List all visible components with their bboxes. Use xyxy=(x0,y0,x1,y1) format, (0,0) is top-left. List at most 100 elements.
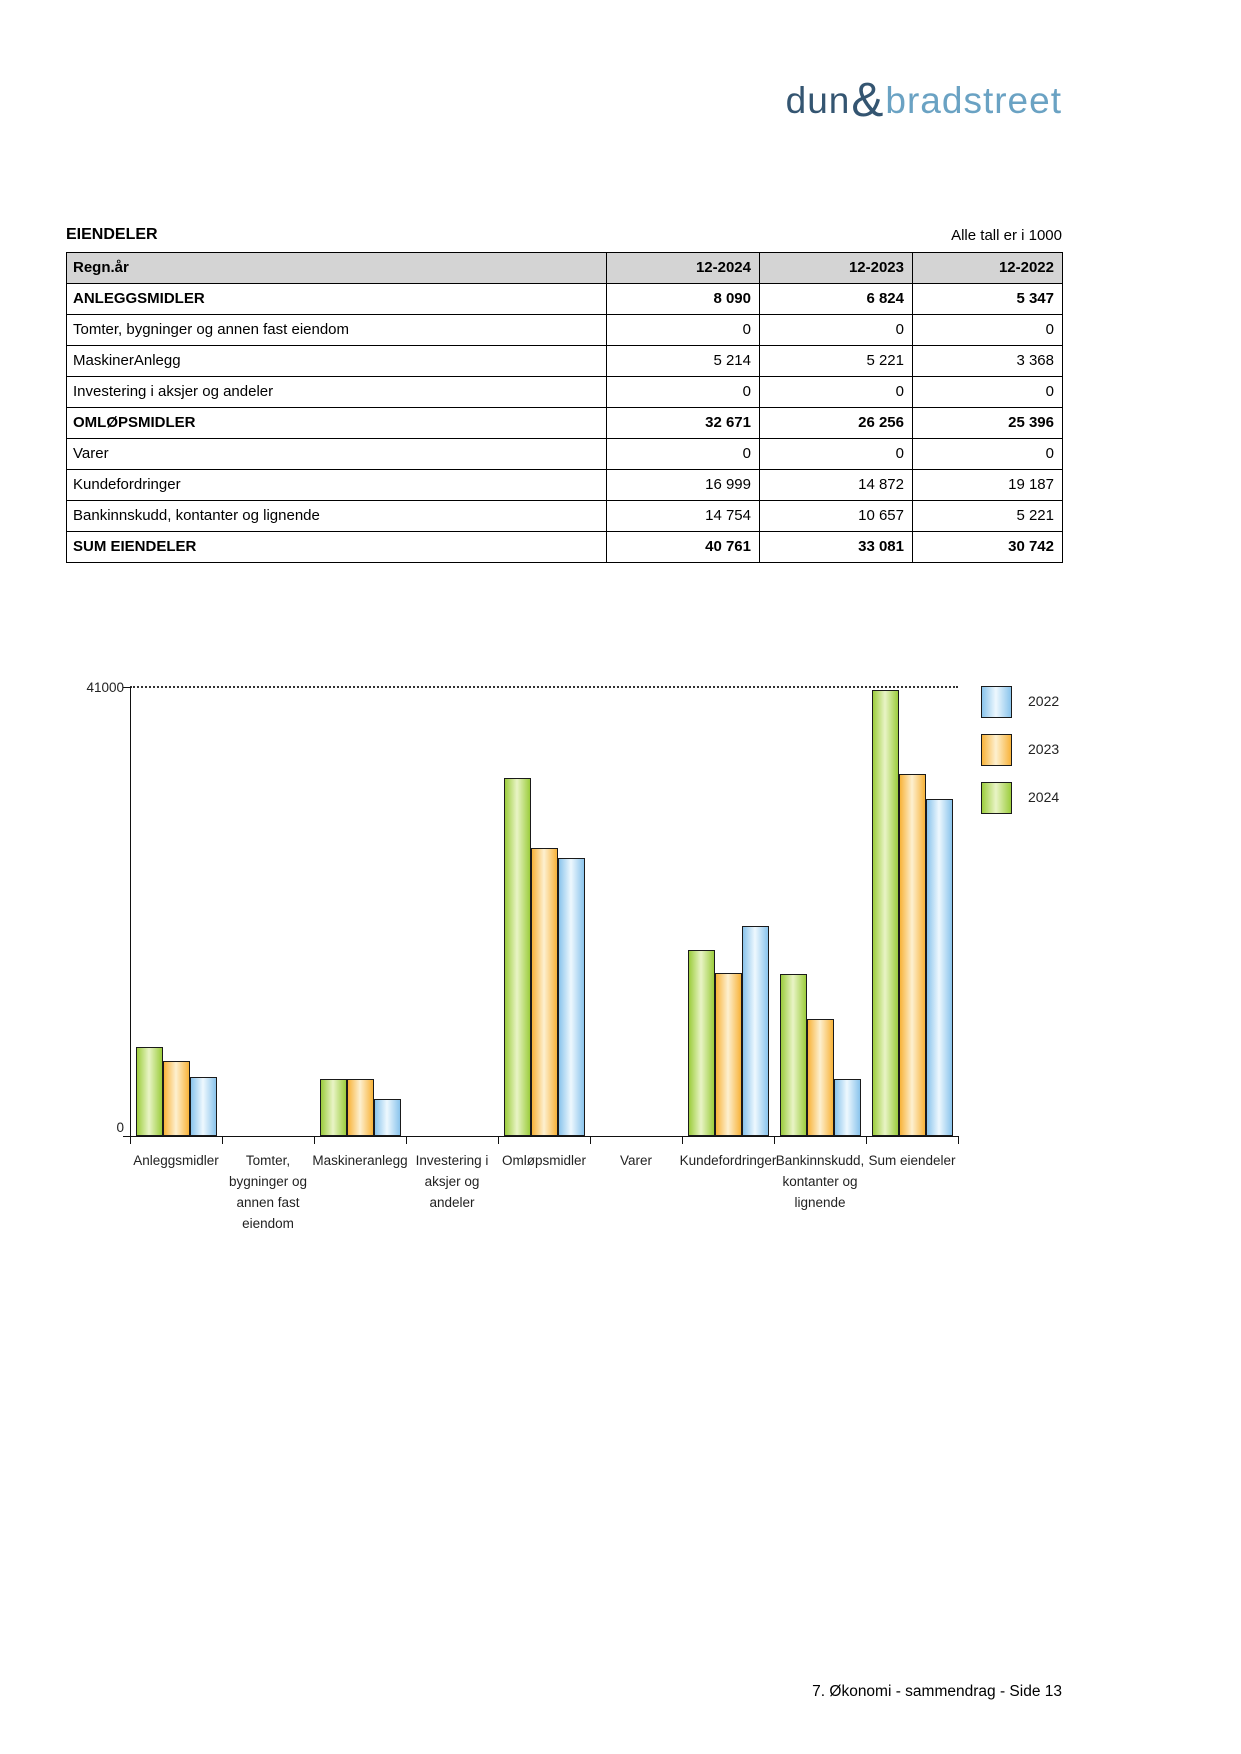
y-axis-line xyxy=(130,687,131,1136)
max-gridline xyxy=(130,686,958,688)
assets-table: Regn.år 12-2024 12-2023 12-2022 ANLEGGSM… xyxy=(66,252,1063,563)
units-note: Alle tall er i 1000 xyxy=(951,227,1062,244)
row-label: MaskinerAnlegg xyxy=(66,345,607,377)
row-value: 0 xyxy=(759,314,913,346)
row-value: 10 657 xyxy=(759,500,913,532)
row-value: 3 368 xyxy=(912,345,1063,377)
category-label-line: eiendom xyxy=(242,1216,294,1231)
bar-2024-2 xyxy=(319,1079,347,1136)
category-label-line: Investering i xyxy=(415,1153,489,1168)
bar-2024-7 xyxy=(779,974,807,1136)
table-row: Varer 0 0 0 xyxy=(66,438,1063,470)
x-axis-tick xyxy=(498,1136,499,1144)
bar-2022-2 xyxy=(373,1099,401,1136)
bar-2022-6 xyxy=(741,926,769,1136)
y-axis-max-label: 41000 xyxy=(86,680,124,695)
bar-2023-7 xyxy=(806,1019,834,1136)
table-row: Investering i aksjer og andeler 0 0 0 xyxy=(66,376,1063,408)
row-value: 8 090 xyxy=(606,283,760,315)
category-label: Bankinnskudd, kontanter og lignende xyxy=(776,1150,865,1213)
x-axis-tick xyxy=(406,1136,407,1144)
row-value: 6 824 xyxy=(759,283,913,315)
x-axis-tick xyxy=(314,1136,315,1144)
bar-2023-2 xyxy=(346,1079,374,1136)
legend-label-2023: 2023 xyxy=(1028,741,1060,757)
category-label-line: lignende xyxy=(794,1195,846,1210)
bar-2023-0 xyxy=(162,1061,190,1136)
category-label-line: bygninger og xyxy=(228,1174,308,1189)
bar-2024-0 xyxy=(135,1047,163,1136)
bar-2023-4 xyxy=(530,848,558,1136)
category-label: Sum eiendeler xyxy=(868,1150,955,1171)
category-label-line: Maskineranlegg xyxy=(312,1153,408,1168)
x-axis-tick xyxy=(958,1136,959,1144)
category-label-line: Omløpsmidler xyxy=(501,1153,587,1168)
category-label-line: Bankinnskudd, xyxy=(775,1153,865,1168)
col-header-12-2022: 12-2022 xyxy=(912,252,1063,284)
logo-text-dun: dun xyxy=(785,80,851,121)
x-axis-tick xyxy=(222,1136,223,1144)
row-value: 5 214 xyxy=(606,345,760,377)
row-label: ANLEGGSMIDLER xyxy=(66,283,607,315)
row-value: 0 xyxy=(606,438,760,470)
bar-2023-8 xyxy=(898,774,926,1136)
row-label: Investering i aksjer og andeler xyxy=(66,376,607,408)
bar-2022-0 xyxy=(189,1077,217,1136)
y-axis-zero-label: 0 xyxy=(116,1120,124,1135)
table-row: OMLØPSMIDLER 32 671 26 256 25 396 xyxy=(66,407,1063,439)
category-label: Varer xyxy=(620,1150,652,1171)
row-value: 0 xyxy=(912,438,1063,470)
table-row: Tomter, bygninger og annen fast eiendom 0… xyxy=(66,314,1063,346)
bar-2022-7 xyxy=(833,1079,861,1136)
logo-text-bradstreet: bradstreet xyxy=(885,80,1062,121)
table-row: MaskinerAnlegg 5 214 5 221 3 368 xyxy=(66,345,1063,377)
legend-swatch-2023 xyxy=(981,734,1012,766)
x-axis-tick xyxy=(590,1136,591,1144)
row-value: 0 xyxy=(759,376,913,408)
bar-2022-8 xyxy=(925,799,953,1136)
bar-2022-4 xyxy=(557,858,585,1136)
row-label: SUM EIENDELER xyxy=(66,531,607,563)
y-axis-zero-tick xyxy=(123,1136,130,1137)
table-row: Kundefordringer 16 999 14 872 19 187 xyxy=(66,469,1063,501)
row-label: Bankinnskudd, kontanter og lignende xyxy=(66,500,607,532)
col-header-regnaar: Regn.år xyxy=(66,252,607,284)
row-label: Kundefordringer xyxy=(66,469,607,501)
page-title: EIENDELER xyxy=(66,226,158,243)
category-label-line: Anleggsmidler xyxy=(133,1153,219,1168)
bar-2023-6 xyxy=(714,973,742,1136)
row-value: 25 396 xyxy=(912,407,1063,439)
x-axis-tick xyxy=(130,1136,131,1144)
bar-2024-4 xyxy=(503,778,531,1136)
assets-table-body: ANLEGGSMIDLER 8 090 6 824 5 347 Tomter, bygn… xyxy=(66,283,1063,563)
row-label: Varer xyxy=(66,438,607,470)
col-header-12-2023: 12-2023 xyxy=(759,252,913,284)
row-value: 33 081 xyxy=(759,531,913,563)
bar-2024-8 xyxy=(871,690,899,1136)
category-label: Omløpsmidler xyxy=(502,1150,586,1171)
row-value: 5 221 xyxy=(759,345,913,377)
row-value: 0 xyxy=(759,438,913,470)
category-label-line: aksjer og xyxy=(424,1174,480,1189)
row-value: 14 754 xyxy=(606,500,760,532)
y-axis-top-tick xyxy=(123,687,130,688)
row-label: Tomter, bygninger og annen fast eiendom xyxy=(66,314,607,346)
category-label-line: annen fast xyxy=(236,1195,300,1210)
x-axis-tick xyxy=(682,1136,683,1144)
table-header-row: Regn.år 12-2024 12-2023 12-2022 xyxy=(66,252,1063,284)
row-value: 16 999 xyxy=(606,469,760,501)
dun-bradstreet-logo: dun & bradstreet xyxy=(785,70,1062,127)
category-label-line: Varer xyxy=(619,1153,653,1168)
page-footer: 7. Økonomi - sammendrag - Side 13 xyxy=(812,1683,1062,1700)
x-axis-line xyxy=(130,1136,958,1137)
row-value: 0 xyxy=(606,314,760,346)
col-header-12-2024: 12-2024 xyxy=(606,252,760,284)
logo-ampersand-icon: & xyxy=(851,74,885,127)
category-label: Kundefordringer xyxy=(680,1150,777,1171)
legend-label-2022: 2022 xyxy=(1028,693,1060,709)
category-label-line: andeler xyxy=(429,1195,475,1210)
row-value: 32 671 xyxy=(606,407,760,439)
category-label-line: Kundefordringer xyxy=(679,1153,777,1168)
legend-swatch-2024 xyxy=(981,782,1012,814)
row-label: OMLØPSMIDLER xyxy=(66,407,607,439)
